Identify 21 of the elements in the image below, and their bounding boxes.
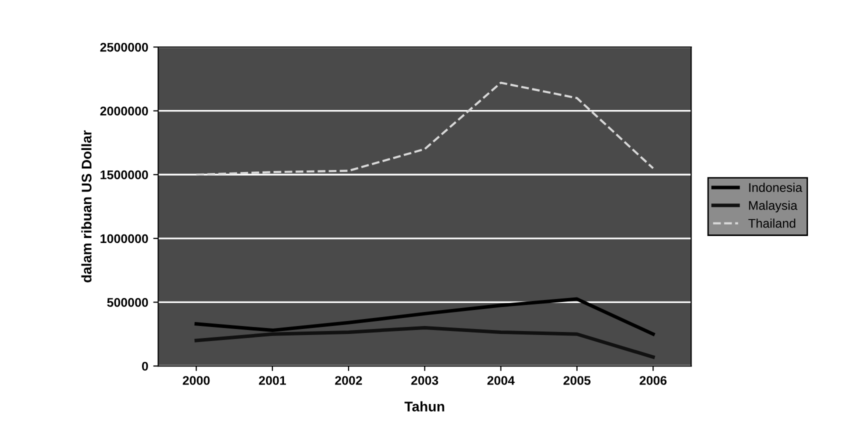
y-tick-label: 2000000 [100,106,148,116]
x-tick-label: 2002 [335,376,362,385]
y-tick-label: 500000 [107,298,148,307]
y-tick-label: 1500000 [100,170,148,180]
line-series [194,326,655,359]
x-tick-label: 2005 [564,376,591,385]
x-tick-label: 2003 [411,376,438,385]
y-tick-label: 1000000 [100,234,148,244]
x-tick-label: 2000 [182,376,210,385]
legend-label: Malaysia [749,200,798,212]
line-series [195,82,654,176]
y-axis-title: dalam ribuan US Dollar [81,130,92,282]
y-tick-label: 0 [142,362,148,371]
x-tick-label: 2004 [487,376,515,385]
x-axis-title: Tahun [404,401,444,412]
legend-label: Indonesia [749,182,802,192]
legend-label: Thailand [748,218,796,228]
line-series [194,297,655,336]
y-tick-label: 2500000 [100,42,148,52]
x-tick-label: 2001 [258,376,286,385]
x-tick-label: 2006 [640,376,667,385]
